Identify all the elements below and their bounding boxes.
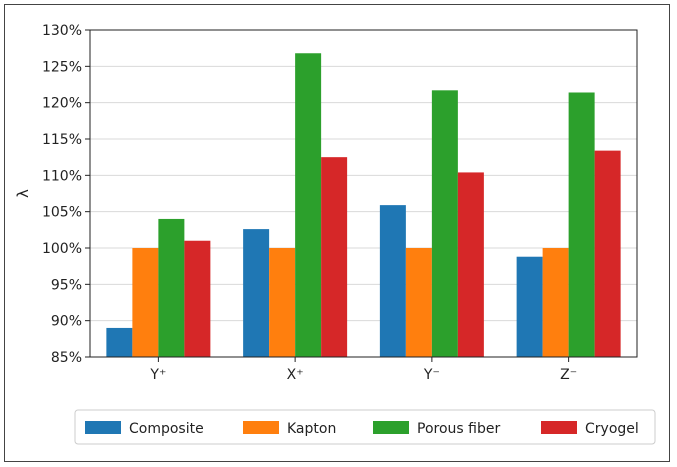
y-axis-ticks: 85% 90% 95% 100% 105% 110% 115% 120% 125% 130% xyxy=(42,23,90,366)
legend-label-composite: Composite xyxy=(129,421,204,437)
legend-label-kapton: Kapton xyxy=(287,421,336,437)
y-tick-label: 90% xyxy=(51,314,82,330)
bar-kapton-2 xyxy=(405,248,432,357)
y-tick-label: 110% xyxy=(42,168,82,184)
legend-swatch-composite xyxy=(85,421,121,434)
y-tick-label: 95% xyxy=(51,277,82,293)
bar-composite-1 xyxy=(243,229,270,357)
bar-kapton-0 xyxy=(132,248,159,357)
y-tick-label: 120% xyxy=(42,96,82,112)
x-tick-label: Z⁻ xyxy=(560,367,577,383)
bar-composite-2 xyxy=(379,205,406,357)
plot-area-border xyxy=(89,29,638,358)
x-axis-ticks: Y⁺ X⁺ Y⁻ Z⁻ xyxy=(149,357,577,383)
legend-swatch-cryogel xyxy=(541,421,577,434)
bar-kapton-1 xyxy=(269,248,296,357)
y-tick-label: 85% xyxy=(51,350,82,366)
bar-composite-0 xyxy=(106,327,133,357)
legend: Composite Kapton Porous fiber Cryogel xyxy=(74,409,656,445)
bars xyxy=(106,53,621,358)
bar-composite-3 xyxy=(516,256,543,357)
y-tick-label: 115% xyxy=(42,132,82,148)
bar-porous-fiber-3 xyxy=(568,92,595,357)
legend-swatch-kapton xyxy=(243,421,279,434)
y-tick-label: 130% xyxy=(42,23,82,39)
bar-cryogel-2 xyxy=(457,172,484,357)
y-tick-label: 100% xyxy=(42,241,82,257)
legend-label-porous-fiber: Porous fiber xyxy=(417,421,500,437)
y-axis-label: λ xyxy=(14,189,32,198)
bar-porous-fiber-0 xyxy=(158,218,185,357)
x-tick-label: X⁺ xyxy=(287,367,304,383)
x-tick-label: Y⁺ xyxy=(149,367,166,383)
x-tick-label: Y⁻ xyxy=(423,367,440,383)
bar-cryogel-3 xyxy=(594,150,621,357)
y-tick-label: 125% xyxy=(42,59,82,75)
bar-kapton-3 xyxy=(542,248,569,357)
legend-label-cryogel: Cryogel xyxy=(585,421,639,437)
bar-porous-fiber-1 xyxy=(295,53,322,358)
bar-cryogel-0 xyxy=(184,240,211,357)
bar-porous-fiber-2 xyxy=(431,90,458,358)
legend-box xyxy=(74,409,656,445)
bar-cryogel-1 xyxy=(321,157,348,357)
y-tick-label: 105% xyxy=(42,205,82,221)
legend-swatch-porous-fiber xyxy=(373,421,409,434)
